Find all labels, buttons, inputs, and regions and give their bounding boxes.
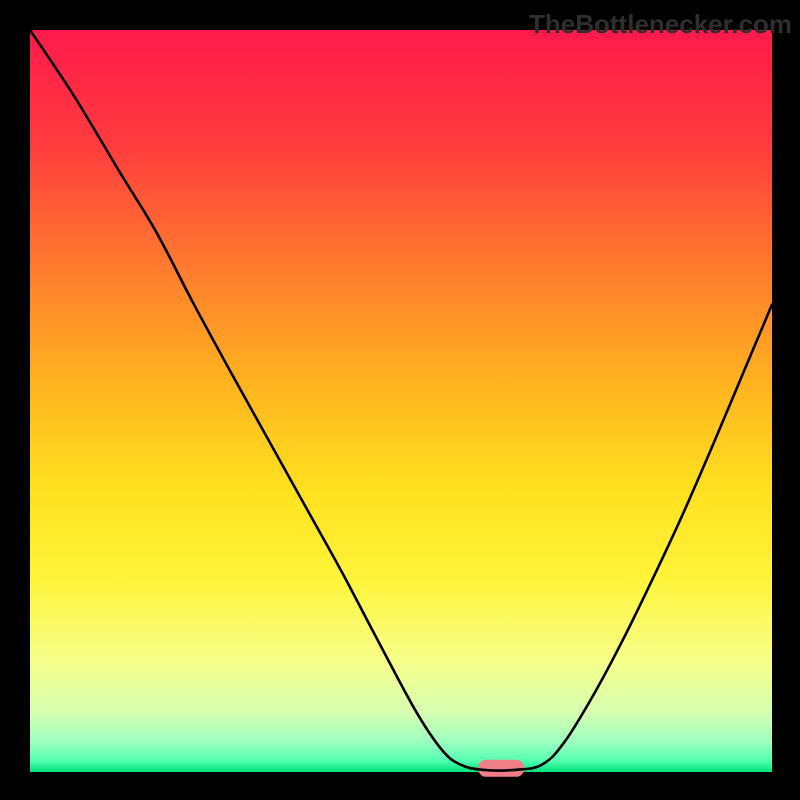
chart-svg [0,0,800,800]
bottleneck-marker [478,760,524,777]
bottleneck-curve [30,30,772,770]
canvas: TheBottlenecker.com [0,0,800,800]
watermark-text: TheBottlenecker.com [529,9,792,40]
